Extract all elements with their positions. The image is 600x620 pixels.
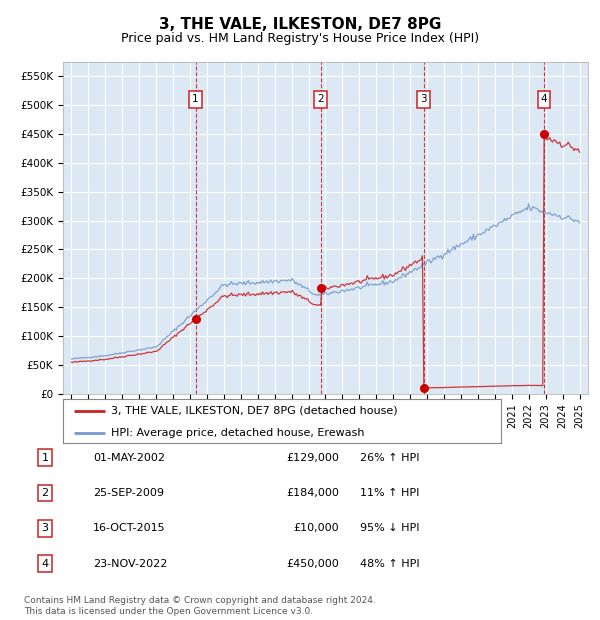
Text: 26% ↑ HPI: 26% ↑ HPI (360, 453, 419, 463)
Text: 1: 1 (192, 94, 199, 105)
Text: 11% ↑ HPI: 11% ↑ HPI (360, 488, 419, 498)
Text: 1: 1 (41, 453, 49, 463)
Text: £184,000: £184,000 (286, 488, 339, 498)
Text: HPI: Average price, detached house, Erewash: HPI: Average price, detached house, Erew… (111, 428, 365, 438)
Text: 3: 3 (420, 94, 427, 105)
Text: Contains HM Land Registry data © Crown copyright and database right 2024.
This d: Contains HM Land Registry data © Crown c… (24, 596, 376, 616)
Text: 48% ↑ HPI: 48% ↑ HPI (360, 559, 419, 569)
Text: 4: 4 (41, 559, 49, 569)
Text: 23-NOV-2022: 23-NOV-2022 (93, 559, 167, 569)
Text: 16-OCT-2015: 16-OCT-2015 (93, 523, 166, 533)
Text: 95% ↓ HPI: 95% ↓ HPI (360, 523, 419, 533)
Text: 2: 2 (41, 488, 49, 498)
Text: 3, THE VALE, ILKESTON, DE7 8PG (detached house): 3, THE VALE, ILKESTON, DE7 8PG (detached… (111, 405, 398, 416)
Text: 3, THE VALE, ILKESTON, DE7 8PG: 3, THE VALE, ILKESTON, DE7 8PG (159, 17, 441, 32)
Text: £10,000: £10,000 (293, 523, 339, 533)
Text: 01-MAY-2002: 01-MAY-2002 (93, 453, 165, 463)
Text: 4: 4 (541, 94, 547, 105)
Text: 2: 2 (317, 94, 324, 105)
Text: £129,000: £129,000 (286, 453, 339, 463)
Text: Price paid vs. HM Land Registry's House Price Index (HPI): Price paid vs. HM Land Registry's House … (121, 32, 479, 45)
Text: 3: 3 (41, 523, 49, 533)
Text: 25-SEP-2009: 25-SEP-2009 (93, 488, 164, 498)
Text: £450,000: £450,000 (286, 559, 339, 569)
